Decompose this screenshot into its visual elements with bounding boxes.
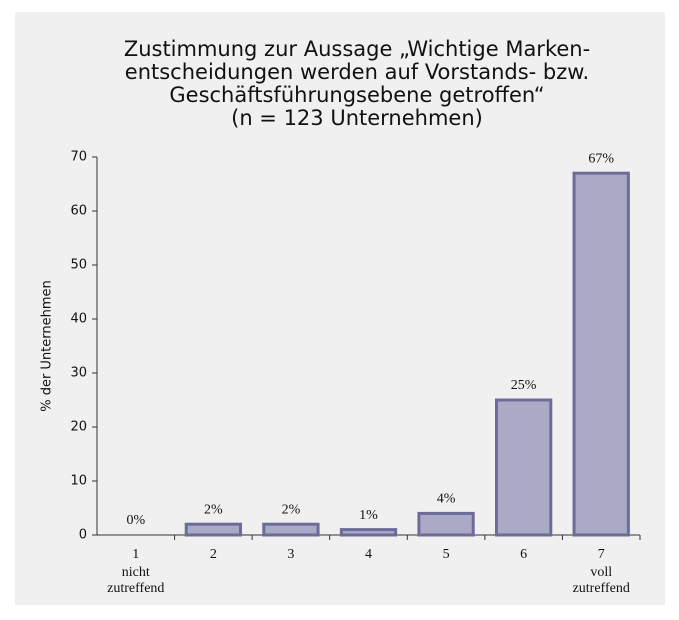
panel	[15, 12, 665, 605]
chart-title: entscheidungen werden auf Vorstands- bzw…	[125, 60, 589, 84]
value-label: 4%	[437, 492, 456, 507]
category-note: nicht	[122, 565, 150, 580]
bar	[494, 398, 553, 537]
x-tick-label: 7	[598, 547, 605, 562]
y-tick-label: 0	[79, 528, 87, 543]
y-tick-label: 40	[70, 312, 87, 327]
y-tick-label: 70	[70, 150, 87, 165]
value-label: 67%	[588, 151, 614, 166]
bar	[417, 511, 475, 537]
y-tick-label: 20	[70, 420, 87, 435]
x-tick-label: 1	[132, 547, 139, 562]
category-note: voll	[590, 565, 612, 580]
y-axis-label: % der Unternehmen	[40, 280, 55, 412]
value-label: 0%	[126, 513, 145, 528]
bar	[184, 522, 243, 537]
y-tick-label: 30	[70, 366, 87, 381]
bar	[339, 528, 398, 537]
x-tick-label: 6	[520, 547, 527, 562]
category-note: zutreffend	[573, 581, 630, 596]
value-label: 2%	[282, 502, 301, 517]
chart-title: Zustimmung zur Aussage „Wichtige Marken-	[124, 37, 590, 61]
bar	[262, 522, 320, 537]
value-label: 1%	[359, 508, 378, 523]
chart-title: Geschäftsführungsebene getroffen“	[169, 83, 544, 107]
x-tick-label: 2	[210, 547, 217, 562]
y-tick-label: 10	[70, 474, 87, 489]
value-label: 25%	[511, 378, 537, 393]
value-label: 2%	[204, 502, 223, 517]
y-tick-label: 60	[70, 204, 87, 219]
y-tick-label: 50	[70, 258, 87, 273]
x-tick-label: 5	[443, 547, 450, 562]
x-tick-label: 4	[365, 547, 372, 562]
chart-title: (n = 123 Unternehmen)	[231, 106, 483, 130]
bar	[572, 171, 630, 537]
category-note: zutreffend	[107, 581, 164, 596]
x-tick-label: 3	[287, 547, 294, 562]
